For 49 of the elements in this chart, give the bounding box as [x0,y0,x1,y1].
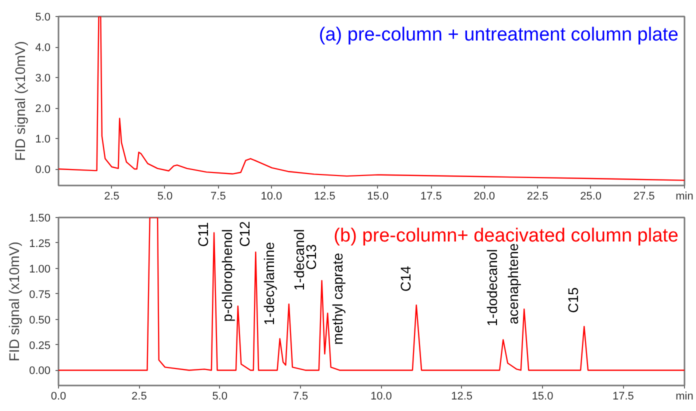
x-tick-label: 10.0 [370,390,392,402]
line-series [58,218,684,371]
x-tick-label: 7.5 [292,390,308,402]
y-tick-label: 2.0 [35,103,51,116]
annotation: C15 [565,287,582,314]
x-tick-label: 15.0 [532,390,554,402]
y-tick-label: 3.0 [35,72,51,85]
y-tick-label: 1.25 [29,238,51,250]
x-axis-title: min [676,390,694,402]
annotation: C14 [397,266,414,292]
x-axis-title: min [676,190,694,202]
x-tick-label: 0.0 [50,390,66,402]
y-tick-label: 0.00 [29,365,51,378]
annotation: acenaphtene [505,243,522,324]
x-tick-label: 5.0 [212,390,228,402]
y-axis-title: FID signal (x10mV) [6,242,22,362]
y-tick-label: 5.0 [35,12,51,24]
chart-title: (a) pre-column + untreatment column plate [318,24,679,46]
annotation: 1-decylamine [260,242,277,326]
y-axis-title: FID signal (x10mV) [12,41,28,161]
annotation: methyl caprate [330,252,346,345]
y-tick-label: 0.0 [35,164,51,176]
x-tick-label: 2.5 [132,390,147,402]
x-tick-label: 27.5 [633,190,655,202]
x-tick-label: 12.5 [451,390,473,402]
y-tick-label: 4.0 [35,42,51,54]
x-tick-label: 7.5 [210,190,226,202]
x-tick-label: 20.0 [474,190,496,202]
x-tick-label: 5.0 [157,190,173,202]
x-tick-label: 10.0 [260,190,282,202]
y-tick-label: 0.75 [29,288,51,301]
line-series [58,16,684,181]
annotation: 1-dodecanol [484,249,500,326]
annotation: C12 [236,221,253,247]
y-tick-label: 1.50 [29,212,51,224]
y-tick-label: 1.00 [29,263,51,276]
x-tick-label: 2.5 [104,190,120,202]
x-tick-label: 25.0 [580,190,602,202]
y-tick-label: 1.0 [35,134,51,146]
annotation: p-chlorophenol [218,229,235,322]
y-tick-label: 0.25 [29,340,51,352]
x-tick-label: 22.5 [526,190,548,202]
x-tick-label: 15.0 [367,190,389,202]
y-tick-label: 0.50 [29,314,51,326]
x-tick-label: 17.5 [420,190,442,202]
annotation: C11 [195,222,212,247]
annotation: 1-decanol [290,229,307,291]
x-tick-label: 17.5 [612,390,634,402]
x-tick-label: 12.5 [314,190,336,202]
